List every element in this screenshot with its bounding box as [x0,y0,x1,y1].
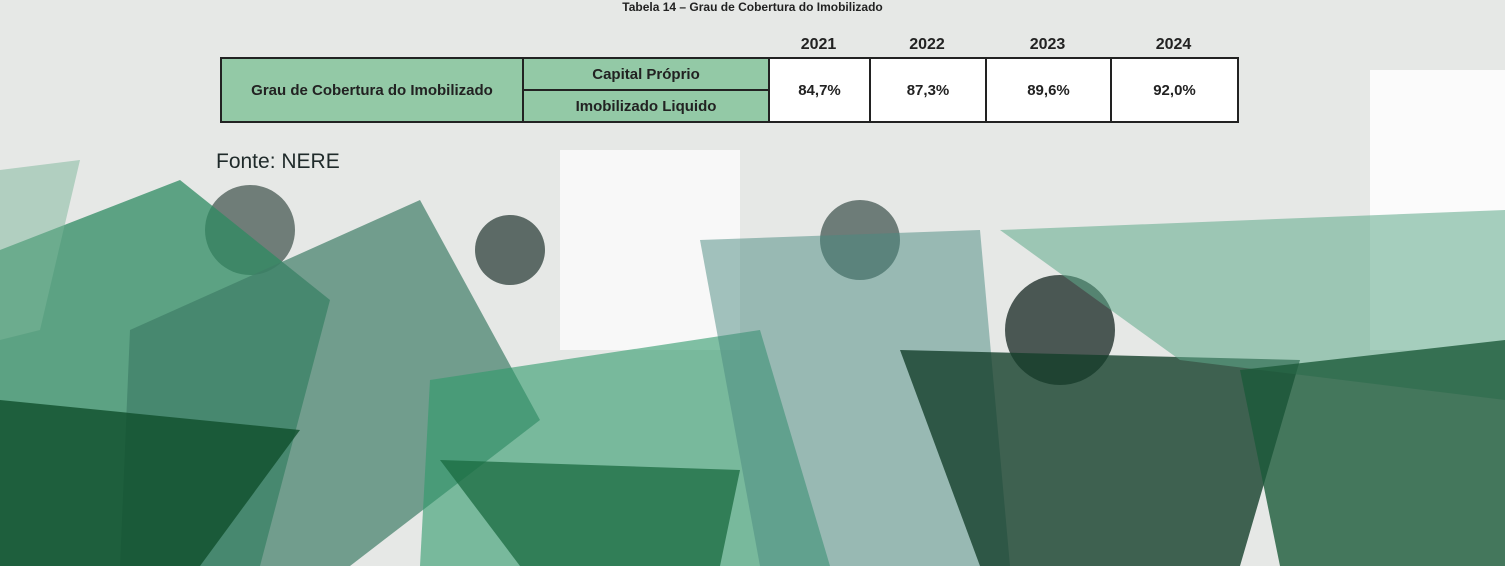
sub-label: Capital Próprio [522,57,770,91]
value-cell: 84,7% [768,57,871,123]
sub-label: Imobilizado Liquido [522,89,770,123]
year-header: 2022 [909,36,945,53]
data-table: Grau de Cobertura do Imobilizado Capital… [220,57,1239,123]
source-note: Fonte: NERE [216,150,340,173]
value-cell: 89,6% [985,57,1112,123]
year-header: 2023 [1029,36,1066,53]
table-title: Tabela 14 – Grau de Cobertura do Imobili… [622,0,883,14]
value-cell: 87,3% [869,57,987,123]
row-label: Grau de Cobertura do Imobilizado [220,57,524,123]
value-cell: 92,0% [1110,57,1239,123]
year-header: 2021 [800,36,837,53]
year-header: 2024 [1155,36,1192,53]
